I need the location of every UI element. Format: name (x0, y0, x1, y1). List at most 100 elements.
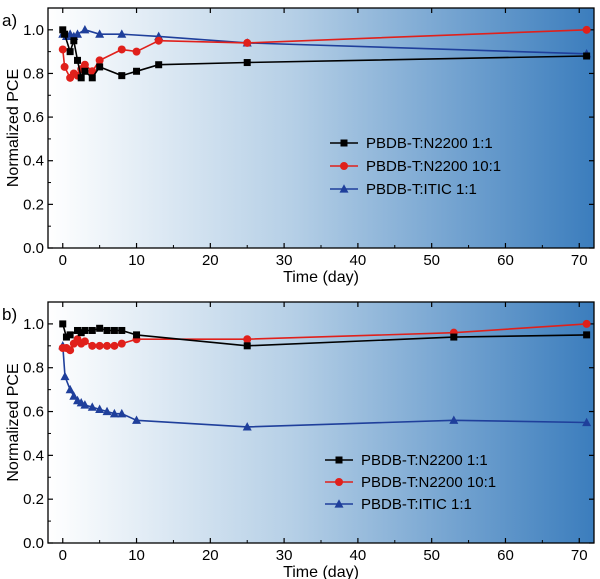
series-1 (58, 319, 591, 355)
y-tick-label: 0.8 (23, 65, 44, 82)
y-tick-label: 1.0 (23, 316, 44, 333)
x-tick-label: 0 (59, 547, 67, 564)
legend-label: PBDB-T:ITIC 1:1 (366, 181, 477, 198)
data-point (58, 45, 67, 54)
data-point (117, 45, 126, 54)
data-point (243, 59, 251, 67)
data-point (449, 415, 459, 424)
data-point (73, 29, 83, 38)
legend-marker (340, 139, 348, 147)
data-point (80, 25, 90, 34)
data-point (70, 37, 78, 45)
panel-label: b) (2, 305, 17, 324)
x-tick-label: 20 (202, 547, 219, 564)
legend-label: PBDB-T:N2200 10:1 (361, 474, 496, 491)
data-point (95, 341, 104, 350)
data-point (88, 74, 96, 82)
data-point (66, 331, 74, 339)
x-tick-label: 70 (571, 252, 588, 269)
data-point (88, 341, 97, 350)
chart-panel-b: 0 10 20 30 40 50 60 70 0.0 0.2 0.4 0.6 0.8 1.0 Time (d… (2, 301, 595, 579)
data-point (59, 26, 67, 34)
data-point (132, 415, 142, 424)
data-point (88, 326, 96, 334)
data-point (102, 406, 112, 416)
series-0 (59, 26, 591, 82)
x-axis-label: Time (day) (283, 269, 359, 286)
data-point (60, 62, 69, 71)
data-point (117, 339, 126, 348)
data-point (80, 60, 89, 69)
legend: PBDB-T:N2200 1:1 PBDB-T:N2200 10:1 PBDB-T:… (330, 135, 501, 198)
y-tick-label: 0.8 (23, 360, 44, 377)
x-tick-label: 30 (276, 252, 293, 269)
data-point (95, 404, 105, 413)
data-point (74, 56, 82, 64)
data-point (87, 402, 97, 411)
data-point (66, 48, 74, 56)
data-point (60, 371, 70, 381)
legend-marker (335, 478, 343, 486)
data-point (243, 335, 252, 344)
data-point (117, 29, 127, 38)
data-point (96, 63, 104, 71)
legend: PBDB-T:N2200 1:1 PBDB-T:N2200 10:1 PBDB-T:… (325, 452, 496, 513)
x-tick-label: 0 (59, 252, 67, 269)
data-point (103, 341, 112, 350)
data-point (66, 346, 75, 355)
data-point (80, 400, 90, 409)
data-point (117, 408, 127, 418)
data-point (95, 29, 105, 38)
chart-panel-a: 0 10 20 30 40 50 60 70 0.0 0.2 0.4 0.6 0.8 1.0 Time (d… (2, 7, 595, 286)
y-tick-label: 0.4 (23, 153, 44, 170)
plot-frame (47, 7, 595, 249)
legend-marker (340, 162, 348, 170)
data-point (242, 422, 252, 431)
series-0 (59, 320, 591, 350)
plot-frame (47, 301, 595, 544)
y-tick-label: 1.0 (23, 22, 44, 39)
data-point (450, 333, 458, 341)
data-point (583, 52, 591, 60)
data-point (110, 326, 118, 334)
y-tick-label: 0.6 (23, 109, 44, 126)
data-point (243, 342, 251, 350)
x-axis-label: Time (day) (283, 564, 359, 579)
y-tick-label: 0.4 (23, 447, 44, 464)
data-point (77, 329, 85, 337)
plot-area-background (48, 8, 594, 248)
data-point (81, 67, 89, 75)
data-point (69, 391, 79, 400)
panel-label: a) (2, 11, 17, 30)
x-tick-label: 30 (276, 547, 293, 564)
data-point (61, 30, 69, 38)
data-point (77, 74, 85, 82)
legend-label: PBDB-T:ITIC 1:1 (361, 496, 472, 513)
series-2 (58, 341, 592, 431)
x-tick-label: 20 (202, 252, 219, 269)
legend-marker (335, 456, 343, 464)
legend-label: PBDB-T:N2200 1:1 (366, 135, 493, 152)
data-point (110, 341, 119, 350)
legend-marker (339, 184, 349, 193)
data-point (243, 38, 252, 47)
data-point (88, 67, 97, 76)
x-tick-label: 40 (350, 252, 367, 269)
x-tick-label: 60 (497, 252, 514, 269)
data-point (133, 331, 141, 339)
legend-label: PBDB-T:N2200 1:1 (361, 452, 488, 469)
data-point (62, 333, 70, 341)
data-point (132, 47, 141, 56)
data-point (154, 36, 163, 45)
data-point (133, 67, 141, 75)
data-point (81, 326, 89, 334)
data-point (582, 25, 591, 34)
data-point (103, 326, 111, 334)
data-point (155, 61, 163, 69)
data-point (95, 56, 104, 65)
data-point (96, 324, 104, 332)
y-tick-label: 0.0 (23, 240, 44, 257)
data-point (59, 320, 67, 328)
data-point (118, 326, 126, 334)
